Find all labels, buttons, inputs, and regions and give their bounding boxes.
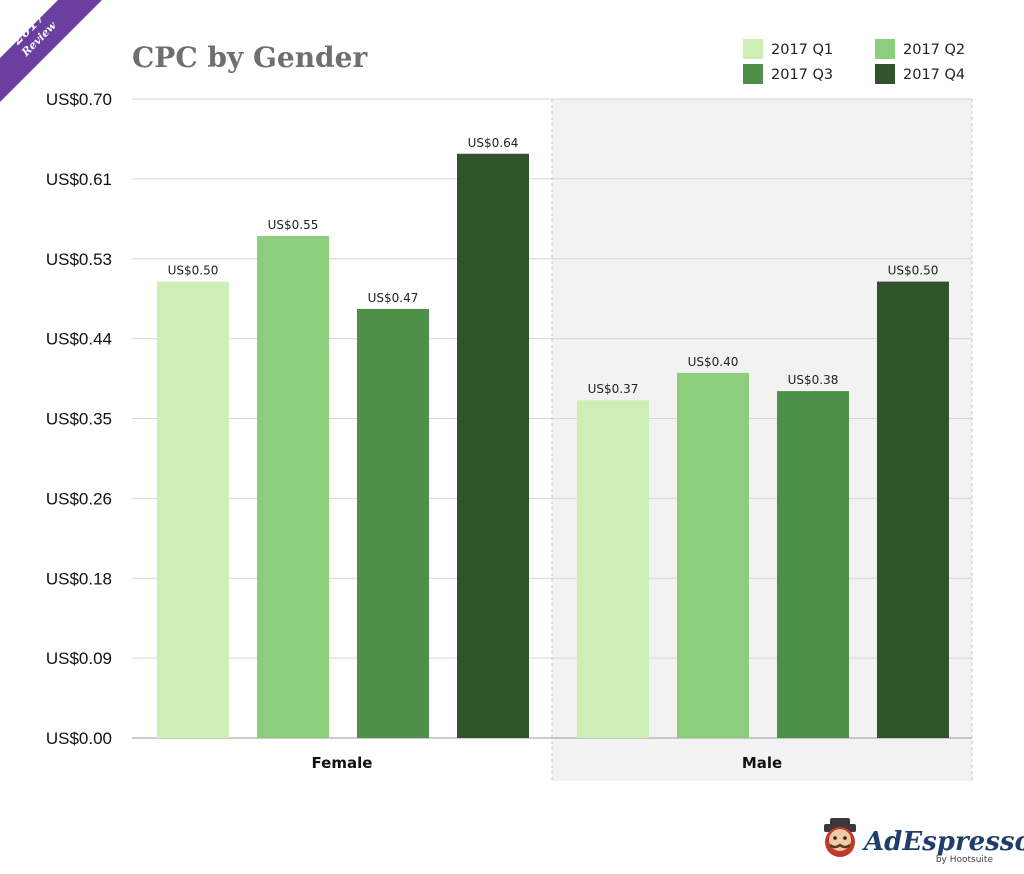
brand-name: AdEspresso (861, 827, 1024, 857)
y-tick-label: US$0.53 (46, 250, 112, 269)
bar-male-2017-q1 (577, 400, 649, 738)
bar-female-2017-q2 (257, 235, 329, 738)
data-label: US$0.37 (588, 382, 639, 396)
y-tick-label: US$0.26 (46, 489, 112, 508)
y-axis: US$0.00 US$0.09 US$0.18 US$0.26 US$0.35 US$0.… (46, 90, 112, 748)
legend-label: 2017 Q2 (903, 42, 965, 58)
mascot-icon (824, 818, 856, 857)
chart-title: CPC by Gender (132, 41, 368, 74)
bar-female-2017-q3 (357, 308, 429, 738)
legend-swatch (743, 64, 763, 84)
data-label: US$0.47 (368, 291, 419, 305)
y-tick-label: US$0.44 (46, 330, 112, 349)
data-label: US$0.40 (688, 355, 739, 369)
review-badge: 2017 Review (0, 0, 102, 102)
bar-male-2017-q4 (877, 281, 949, 738)
y-tick-label: US$0.00 (46, 729, 112, 748)
legend-swatch (743, 39, 763, 59)
bar-female-2017-q4 (457, 153, 529, 738)
y-tick-label: US$0.70 (46, 90, 112, 109)
data-label: US$0.64 (468, 136, 519, 150)
legend-label: 2017 Q1 (771, 42, 833, 58)
category-label: Male (742, 754, 782, 772)
x-axis: Female Male (312, 754, 783, 772)
bar-male-2017-q3 (777, 391, 849, 738)
bar-female-2017-q1 (157, 281, 229, 738)
y-tick-label: US$0.18 (46, 569, 112, 588)
badge-ribbon (0, 0, 102, 102)
legend: 2017 Q1 2017 Q2 2017 Q3 2017 Q4 (743, 39, 965, 84)
y-tick-label: US$0.61 (46, 170, 112, 189)
category-label: Female (312, 754, 373, 772)
adespresso-logo[interactable]: AdEspresso by Hootsuite (824, 818, 1024, 865)
y-tick-label: US$0.09 (46, 649, 112, 668)
y-tick-label: US$0.35 (46, 410, 112, 429)
legend-swatch (875, 39, 895, 59)
legend-label: 2017 Q3 (771, 67, 833, 83)
bar-male-2017-q2 (677, 372, 749, 738)
data-label: US$0.38 (788, 373, 839, 387)
data-label: US$0.50 (888, 264, 939, 278)
legend-label: 2017 Q4 (903, 67, 965, 83)
brand-sub: by Hootsuite (936, 855, 994, 865)
data-label: US$0.50 (168, 264, 219, 278)
bars: US$0.50 US$0.55 US$0.47 US$0.64 US$0.37 US$0.… (157, 136, 949, 738)
legend-swatch (875, 64, 895, 84)
data-label: US$0.55 (268, 218, 319, 232)
